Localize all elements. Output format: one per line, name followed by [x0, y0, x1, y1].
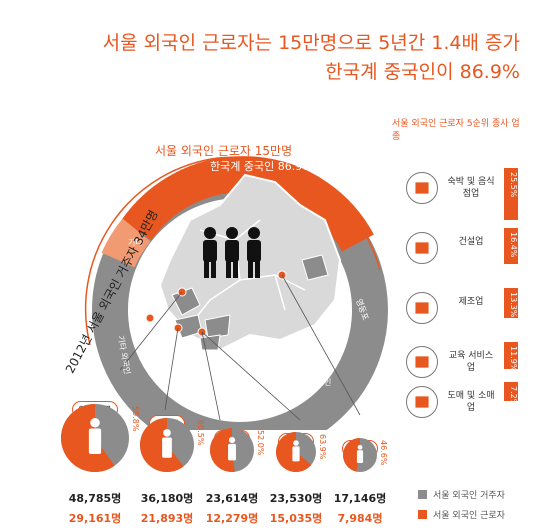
- district-workers: 15,035명: [269, 512, 323, 525]
- district-pie: [276, 432, 316, 472]
- district-pct: 60.5%: [196, 420, 205, 446]
- industry-pct: 7.2%: [509, 386, 518, 407]
- district-pie: [210, 428, 254, 472]
- book-icon: [406, 346, 438, 378]
- legend-residents: 서울 외국인 거주자: [418, 488, 505, 501]
- district-pie: [140, 418, 194, 472]
- industry-bar: [504, 168, 518, 220]
- district-workers: 7,984명: [337, 512, 383, 525]
- industry-pct: 25.5%: [509, 172, 518, 198]
- district-pie: [60, 404, 129, 472]
- industry-bar: [504, 288, 518, 318]
- segment-label-chinese: 한국계 중국인 86.9%: [210, 160, 313, 173]
- ring-other: [101, 218, 151, 268]
- district-workers: 12,279명: [205, 512, 259, 525]
- district-pie: [343, 438, 377, 472]
- district-pie-slice: [210, 428, 235, 472]
- industry-label: 건설업: [458, 237, 484, 247]
- district-pct: 59.8%: [131, 406, 140, 432]
- ring-orange: [121, 156, 374, 252]
- industry-bar: [504, 342, 518, 369]
- people-icon: [203, 227, 261, 278]
- district-residents: 23,614명: [205, 492, 259, 505]
- restaurant-icon: [406, 172, 438, 204]
- segment-label-other: 기타: [128, 238, 143, 247]
- legend-workers: 서울 외국인 근로자: [418, 508, 505, 521]
- ring-inner-title: 서울 외국인 근로자 15만명: [155, 144, 292, 158]
- district-residents: 23,530명: [269, 492, 323, 505]
- district-workers: 21,893명: [140, 512, 194, 525]
- truck-icon: [406, 386, 438, 418]
- industry-panel-title: 서울 외국인 근로자 5순위 종사 업종: [392, 119, 520, 142]
- ring-label-eu: 유럽: [180, 386, 195, 395]
- industry-pct: 11.9%: [509, 346, 518, 372]
- industry-label: 제조업: [458, 297, 484, 307]
- industry-bar: [504, 228, 518, 264]
- industry-label: 교육 서비스업: [448, 351, 494, 373]
- industry-pct: 13.3%: [509, 292, 518, 318]
- district-pct: 63.9%: [318, 434, 327, 460]
- headline-line1: 서울 외국인 근로자는 15만명으로 5년간 1.4배 증가: [102, 32, 520, 54]
- headline-line2: 한국계 중국인이 86.9%: [325, 61, 520, 83]
- district-pie-slice: [60, 404, 115, 472]
- industry-label: 도매 및 소매업: [447, 391, 495, 413]
- industry-panel: 서울 외국인 근로자 5순위 종사 업종 숙박 및 음식점업 25.5% 건설업 16…: [392, 116, 520, 418]
- district-residents: 48,785명: [68, 492, 122, 505]
- district-pct: 46.6%: [379, 440, 388, 466]
- district-residents: 36,180명: [140, 492, 194, 505]
- district-workers: 29,161명: [68, 512, 122, 525]
- construction-icon: [406, 232, 438, 264]
- district-pct: 52.0%: [256, 430, 265, 456]
- industry-label: 숙박 및 음식점업: [447, 177, 495, 199]
- industry-pct: 16.4%: [509, 232, 518, 258]
- district-pie-slice: [343, 438, 360, 472]
- ring-label-gwanak: 관악 외국인: [292, 377, 331, 387]
- factory-icon: [406, 292, 438, 324]
- district-pie-slice: [140, 418, 184, 472]
- ring-label-ru: 러시아: [236, 393, 259, 403]
- district-residents: 17,146명: [333, 492, 387, 505]
- ring-graphic: 한국계 중국인 86.9% 기타 서울 외국인 근로자 15만명 2012년 서…: [63, 144, 388, 430]
- industry-bar: [504, 382, 518, 401]
